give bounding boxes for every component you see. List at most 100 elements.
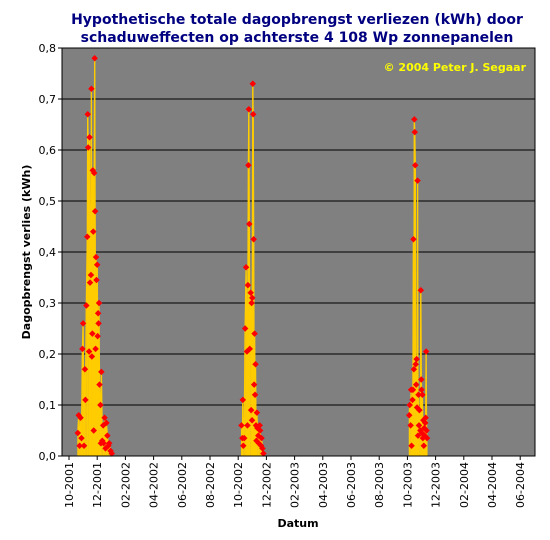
data-point [416, 406, 423, 414]
x-tick-label: 10-2001 [63, 462, 76, 508]
chart-title-line-1: Hypothetische totale dagopbrengst verlie… [71, 12, 523, 28]
data-point [407, 422, 414, 429]
data-point [88, 353, 96, 360]
x-tick-label: 02-2003 [289, 462, 302, 508]
data-point [414, 177, 421, 184]
data-point [240, 442, 247, 450]
data-point [412, 162, 419, 169]
data-point [413, 355, 420, 363]
data-point [84, 233, 91, 240]
data-point [418, 386, 425, 393]
data-point [76, 442, 83, 450]
data-point [91, 207, 99, 215]
data-point [417, 286, 425, 294]
data-point [100, 439, 107, 447]
data-point [246, 220, 253, 228]
data-point [251, 330, 258, 337]
data-point [249, 294, 256, 302]
data-point [260, 450, 267, 457]
data-point [256, 427, 264, 434]
data-point [87, 271, 95, 279]
data-point [83, 302, 90, 309]
x-tick-label: 10-2002 [232, 462, 245, 508]
data-point [418, 376, 425, 383]
data-point [86, 133, 93, 141]
data-point [415, 422, 423, 429]
data-point [422, 414, 429, 422]
y-axis-ticks: 0,0 0,1 0,2 0,3 0,4 0,5 0,6 0,7 0,8 [39, 42, 62, 463]
data-point [258, 434, 265, 442]
data-point [96, 381, 103, 388]
data-point [241, 325, 249, 332]
data-point [94, 309, 102, 317]
data-point [238, 422, 245, 429]
data-point [423, 434, 431, 442]
x-tick-label: 04-2003 [317, 462, 330, 508]
data-point [411, 128, 419, 136]
data-point [422, 348, 430, 355]
data-point [249, 80, 257, 87]
data-point [80, 442, 88, 450]
x-tick-label: 02-2002 [119, 462, 132, 508]
data-point [84, 111, 91, 118]
chart-title-line-2: schaduweffecten op achterste 4 108 Wp zo… [81, 30, 514, 46]
y-tick-label: 0,4 [39, 246, 57, 259]
y-tick-label: 0,6 [39, 144, 57, 157]
data-point [105, 439, 113, 447]
y-tick-label: 0,0 [39, 450, 57, 463]
data-point [74, 429, 82, 437]
x-tick-label: 06-2002 [176, 462, 189, 508]
data-point [412, 381, 420, 388]
data-point [412, 360, 419, 368]
x-tick-label: 04-2002 [148, 462, 161, 508]
data-point [81, 366, 89, 373]
data-point [259, 445, 266, 452]
data-point [244, 281, 252, 289]
data-point [82, 396, 89, 404]
data-point [415, 391, 422, 399]
data-point [242, 264, 250, 271]
data-point [250, 381, 258, 388]
data-point [408, 442, 415, 450]
x-tick-label: 12-2001 [91, 462, 104, 508]
x-tick-label: 04-2004 [486, 462, 499, 508]
data-point [250, 235, 257, 243]
data-point [405, 411, 413, 419]
y-tick-label: 0,3 [39, 297, 57, 310]
data-point [245, 162, 252, 169]
data-point [97, 401, 104, 409]
data-point [90, 169, 98, 177]
y-tick-label: 0,8 [39, 42, 57, 55]
data-point [85, 348, 93, 355]
data-point [90, 228, 97, 235]
x-tick-label: 06-2004 [514, 462, 527, 508]
data-point [90, 427, 97, 434]
data-point [239, 396, 247, 404]
y-tick-label: 0,2 [39, 348, 57, 361]
data-point [249, 111, 257, 118]
copyright-annotation: © 2004 Peter J. Segaar [384, 61, 527, 74]
y-tick-label: 0,1 [39, 399, 57, 412]
data-point [409, 396, 416, 404]
data-point [410, 235, 417, 243]
data-point [244, 422, 251, 429]
data-point [406, 401, 413, 409]
x-tick-label: 02-2004 [458, 462, 471, 508]
data-point [420, 442, 428, 450]
data-point [77, 414, 84, 422]
x-tick-label: 08-2003 [373, 462, 386, 508]
data-point [419, 391, 426, 399]
x-axis-title: Datum [277, 517, 318, 530]
data-point [88, 85, 95, 93]
x-tick-label: 12-2003 [430, 462, 443, 508]
data-point [245, 105, 253, 113]
data-point [103, 419, 110, 427]
data-point [86, 279, 94, 286]
data-point [256, 422, 263, 429]
data-point [421, 419, 429, 427]
data-point [410, 366, 418, 373]
grid-lines [62, 98, 535, 406]
data-point [247, 406, 255, 414]
